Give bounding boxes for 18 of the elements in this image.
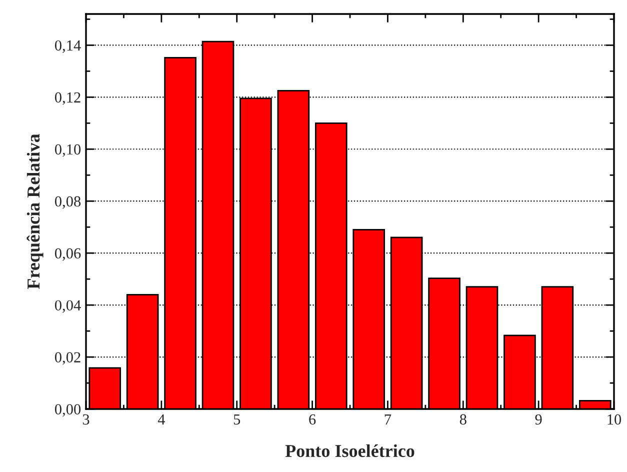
y-tick-label: 0,12	[54, 92, 80, 105]
x-tick-label: 8	[460, 414, 466, 425]
x-axis-title: Ponto Isoelétrico	[285, 444, 414, 458]
x-tick-label: 7	[384, 414, 392, 424]
y-tick-label: 0,02	[54, 352, 80, 365]
x-tick-label: 5	[234, 414, 240, 425]
y-axis-title: Frequência Relativa	[26, 134, 44, 290]
y-tick-label: 0,08	[54, 196, 81, 209]
x-tick-label: 10	[608, 414, 622, 425]
y-tick-label: 0,04	[54, 300, 81, 313]
y-tick-label: 0,10	[54, 144, 81, 157]
y-tick-label: 0,00	[54, 404, 81, 417]
x-tick-label: 3	[82, 414, 90, 425]
y-tick-label: 0,06	[54, 248, 81, 261]
x-tick-label: 9	[535, 414, 542, 425]
x-tick-label: 6	[309, 414, 316, 425]
x-tick-label: 4	[158, 414, 166, 424]
y-tick-label: 0,14	[54, 40, 81, 53]
